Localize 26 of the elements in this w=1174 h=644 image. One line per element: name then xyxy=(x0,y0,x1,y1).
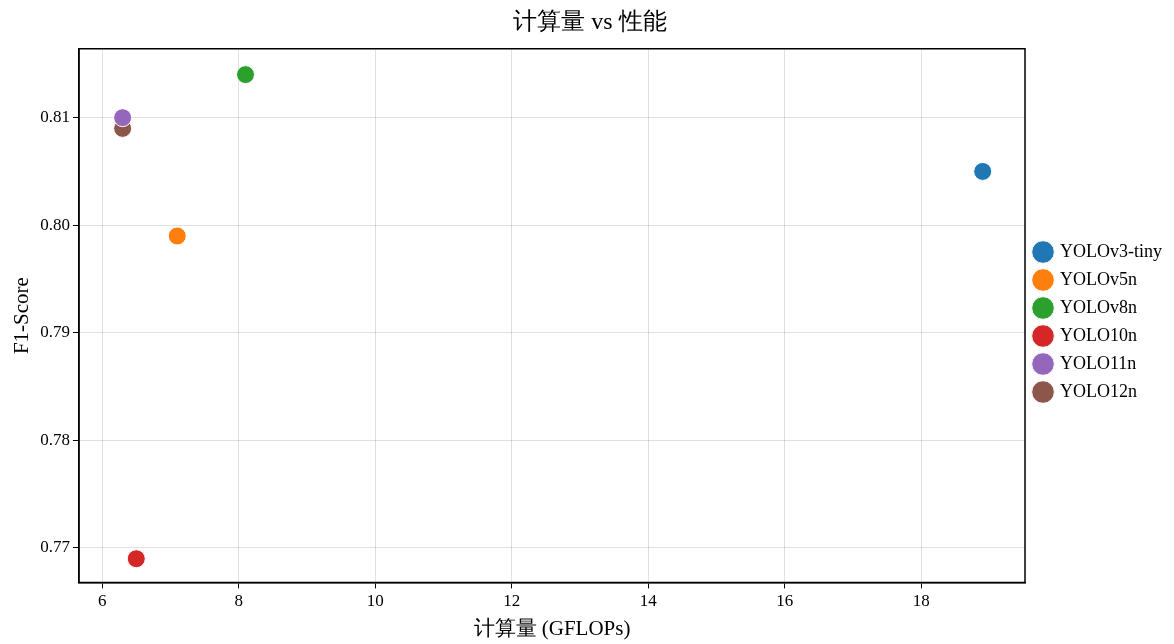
legend-label: YOLO10n xyxy=(1060,324,1138,345)
legend-label: YOLO12n xyxy=(1060,380,1138,401)
x-tick-label: 10 xyxy=(366,591,384,611)
x-tick-label: 12 xyxy=(503,591,521,611)
x-tick-label: 18 xyxy=(912,591,930,611)
legend-label: YOLO11n xyxy=(1060,352,1137,373)
chart-title: 计算量 vs 性能 xyxy=(513,7,667,34)
x-axis-title: 计算量 (GFLOPs) xyxy=(473,615,631,640)
y-tick-label: 0.77 xyxy=(40,537,71,557)
x-tick-label: 8 xyxy=(234,591,243,611)
y-tick-label: 0.78 xyxy=(40,429,70,449)
y-tick-label: 0.81 xyxy=(40,107,70,127)
y-axis-title: F1-Score xyxy=(9,277,34,355)
x-tick-label: 14 xyxy=(639,591,658,611)
point xyxy=(167,226,187,246)
point xyxy=(973,161,993,181)
y-tick-label: 0.79 xyxy=(40,322,70,342)
x-tick-label: 6 xyxy=(97,591,107,611)
x-tick-label: 16 xyxy=(776,591,794,611)
y-tick-label: 0.80 xyxy=(40,214,70,234)
point xyxy=(113,108,133,128)
legend-label: YOLOv5n xyxy=(1060,268,1138,289)
point xyxy=(126,549,146,569)
legend-label: YOLOv8n xyxy=(1060,296,1138,317)
point xyxy=(236,65,255,85)
legend-label: YOLOv3-tiny xyxy=(1060,240,1163,261)
